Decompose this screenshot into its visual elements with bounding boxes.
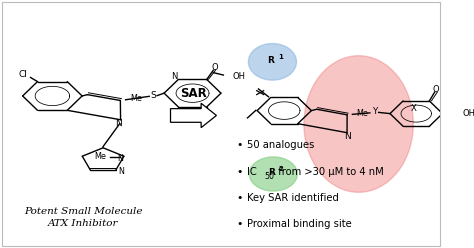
- Polygon shape: [171, 103, 217, 128]
- Text: Potent Small Molecule
ATX Inhibitor: Potent Small Molecule ATX Inhibitor: [24, 208, 142, 228]
- Text: •: •: [236, 193, 243, 203]
- Text: Me: Me: [356, 109, 368, 118]
- Text: 1: 1: [278, 54, 283, 60]
- Text: •: •: [236, 167, 243, 177]
- Text: Cl: Cl: [18, 70, 27, 79]
- Text: O: O: [211, 63, 218, 72]
- Text: S: S: [150, 91, 156, 100]
- Text: R: R: [267, 56, 273, 65]
- Text: X: X: [411, 104, 417, 113]
- Text: IC: IC: [247, 167, 257, 177]
- Text: Proximal binding site: Proximal binding site: [247, 219, 352, 229]
- Text: N: N: [118, 154, 123, 163]
- Text: OH: OH: [232, 72, 245, 81]
- Text: O: O: [433, 85, 439, 94]
- Text: 50: 50: [264, 172, 274, 181]
- Text: 2: 2: [279, 166, 283, 172]
- Text: Me: Me: [130, 94, 142, 103]
- Text: Y: Y: [373, 107, 378, 116]
- Ellipse shape: [249, 157, 297, 191]
- Text: N: N: [344, 132, 350, 141]
- Text: Me: Me: [94, 153, 106, 161]
- Text: OH: OH: [463, 109, 474, 118]
- Text: N: N: [118, 167, 124, 176]
- Text: N: N: [171, 72, 177, 81]
- Text: •: •: [236, 219, 243, 229]
- Text: Key SAR identified: Key SAR identified: [247, 193, 339, 203]
- Text: 50 analogues: 50 analogues: [247, 140, 314, 150]
- Ellipse shape: [248, 44, 297, 80]
- Text: from >30 μM to 4 nM: from >30 μM to 4 nM: [274, 167, 383, 177]
- Text: SAR: SAR: [180, 87, 207, 100]
- Text: R: R: [268, 168, 274, 177]
- Ellipse shape: [304, 56, 413, 192]
- Text: N: N: [115, 119, 122, 128]
- Text: •: •: [236, 140, 243, 150]
